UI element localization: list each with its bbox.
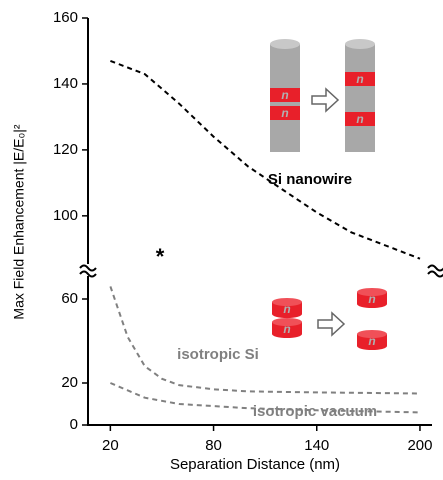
particle-label: n — [356, 112, 363, 126]
y-axis-label: Max Field Enhancement |E/E₀|² — [11, 124, 27, 320]
axis-break — [79, 264, 97, 278]
series-label: Si nanowire — [268, 171, 352, 188]
particle-label: n — [368, 334, 375, 348]
particle-label: n — [356, 72, 363, 86]
nanowire-icon: n n n n — [270, 39, 375, 152]
x-axis-label: Separation Distance (nm) — [170, 456, 340, 473]
axis-break — [427, 264, 443, 278]
particle-label: n — [281, 106, 288, 120]
disk-icon: n n n n — [272, 288, 387, 350]
series-label: isotropic vacuum — [253, 403, 377, 420]
y-tick-label: 160 — [53, 9, 78, 26]
x-tick-label: 140 — [304, 437, 329, 454]
y-tick-label: 60 — [61, 290, 78, 307]
x-tick-label: 20 — [102, 437, 119, 454]
particle-label: n — [368, 292, 375, 306]
y-tick-label: 120 — [53, 141, 78, 158]
y-tick-label: 20 — [61, 374, 78, 391]
particle-label: n — [283, 302, 290, 316]
y-tick-label: 0 — [70, 416, 78, 433]
annotation: * — [156, 244, 165, 269]
x-tick-label: 200 — [407, 437, 432, 454]
line-series — [109, 286, 421, 395]
particle-label: n — [283, 322, 290, 336]
series-label: isotropic Si — [177, 346, 259, 363]
y-tick-label: 100 — [53, 207, 78, 224]
particle-label: n — [281, 88, 288, 102]
line-series — [110, 382, 421, 414]
line-series — [110, 59, 421, 260]
x-tick-label: 80 — [205, 437, 222, 454]
y-tick-label: 140 — [53, 75, 78, 92]
